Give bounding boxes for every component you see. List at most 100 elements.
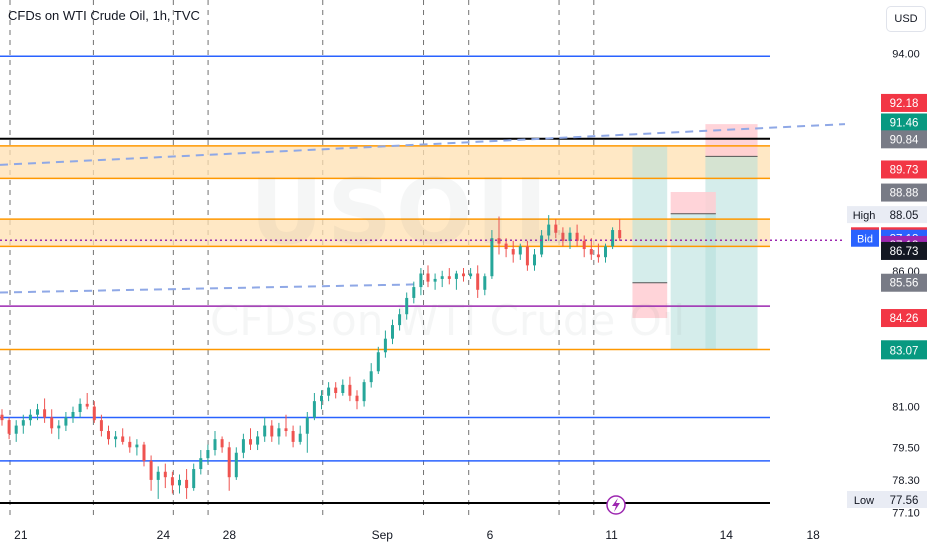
candle-body: [433, 278, 437, 282]
candle-body: [540, 235, 544, 255]
candle-body: [71, 412, 75, 418]
candle-body: [263, 425, 267, 437]
candle-body: [383, 338, 387, 353]
candle-body: [611, 230, 615, 247]
candle-body: [334, 387, 338, 393]
candle-body: [234, 452, 238, 478]
stop-zone: [632, 282, 668, 319]
candle-body: [348, 384, 352, 396]
tag-label: Low: [854, 495, 874, 507]
price-box: [881, 206, 927, 224]
x-tick-label: 28: [223, 528, 237, 542]
price-box: [881, 113, 927, 132]
candle-body: [447, 276, 451, 279]
description-watermark: CFDs on WTI Crude Oil: [210, 296, 686, 345]
price-box: [881, 130, 927, 149]
candle-body: [185, 479, 189, 489]
price-axis[interactable]: 94.0086.0081.0079.5078.3077.1092.1891.46…: [845, 0, 932, 550]
price-box: [881, 273, 927, 292]
candle-body: [99, 420, 103, 432]
candle-body: [121, 436, 125, 442]
tag-label: Bid: [857, 234, 873, 246]
price-label: 89.73: [890, 164, 919, 176]
candle-body: [92, 406, 96, 421]
tag-box: [847, 206, 881, 224]
candle-body: [220, 439, 224, 448]
position-tools[interactable]: [632, 124, 758, 350]
price-box: [881, 309, 927, 328]
y-tick-label: 77.10: [892, 508, 920, 520]
candle-body: [462, 273, 465, 277]
candle-body: [241, 439, 245, 453]
candle-body: [170, 477, 174, 486]
price-label: 91.46: [890, 117, 919, 129]
time-axis-bg: [0, 520, 932, 550]
price-box: [881, 341, 927, 360]
candle-body: [561, 232, 565, 241]
candle-body: [582, 240, 586, 250]
candle-body: [213, 439, 217, 451]
y-tick-label: 79.50: [892, 442, 920, 454]
candle-body: [412, 287, 416, 298]
candle-body: [419, 273, 423, 288]
candle-body: [305, 417, 309, 434]
y-tick-label: 78.30: [892, 475, 920, 487]
target-zone: [670, 213, 716, 350]
tag-box: [851, 229, 879, 247]
candle-body: [192, 469, 196, 489]
candle-body: [85, 403, 89, 407]
price-label: 90.84: [890, 134, 919, 146]
price-label: 77.56: [890, 495, 919, 507]
candle-body: [440, 276, 444, 279]
candle-body: [518, 246, 522, 255]
candle-body: [199, 458, 203, 470]
candle-body: [355, 395, 359, 402]
candle-body: [14, 425, 18, 434]
y-tick-label: 81.00: [892, 402, 920, 414]
candle-body: [405, 297, 409, 315]
candle-body: [454, 273, 458, 279]
economic-event-icon[interactable]: [606, 495, 626, 515]
candle-body: [362, 382, 366, 402]
candle-body: [156, 471, 160, 480]
candle-body: [149, 460, 153, 480]
candle-body: [142, 444, 146, 461]
candle-body: [596, 254, 600, 258]
price-box: [881, 491, 927, 509]
candle-body: [568, 232, 572, 241]
candle-body: [50, 417, 54, 429]
candle-body: [490, 238, 494, 277]
candle-body: [575, 232, 579, 241]
candle-body: [163, 471, 167, 478]
currency-button[interactable]: USD: [886, 6, 926, 32]
lightning-icon: [612, 498, 620, 512]
price-label: 85.56: [890, 278, 919, 290]
price-box: [881, 241, 927, 260]
time-axis[interactable]: 21 24 28 Sep 6 11 14 18: [0, 520, 932, 550]
candle-body: [497, 238, 501, 244]
candle-body: [7, 420, 11, 434]
candle-body: [604, 246, 607, 258]
candle-body: [78, 403, 82, 413]
trend-lines: [0, 123, 846, 294]
candlesticks: [0, 215, 622, 499]
candle-body: [618, 230, 622, 239]
symbol-watermark: USOIL: [250, 160, 576, 265]
candle-body: [249, 439, 252, 445]
grid-lines: [9, 0, 595, 520]
candle-body: [21, 420, 25, 426]
chart-title: CFDs on WTI Crude Oil, 1h, TVC: [8, 8, 200, 23]
candle-body: [533, 254, 536, 266]
candle-body: [227, 447, 231, 478]
candle-body: [0, 414, 4, 421]
candle-body: [64, 417, 68, 426]
candle-body: [320, 395, 323, 402]
candle-body: [36, 409, 39, 415]
price-box: [881, 183, 927, 202]
candle-body: [341, 384, 345, 393]
y-tick-label: 94.00: [892, 49, 920, 61]
price-label: 84.26: [890, 313, 919, 325]
x-tick-label: 14: [720, 528, 734, 542]
tag-box: [847, 491, 881, 509]
